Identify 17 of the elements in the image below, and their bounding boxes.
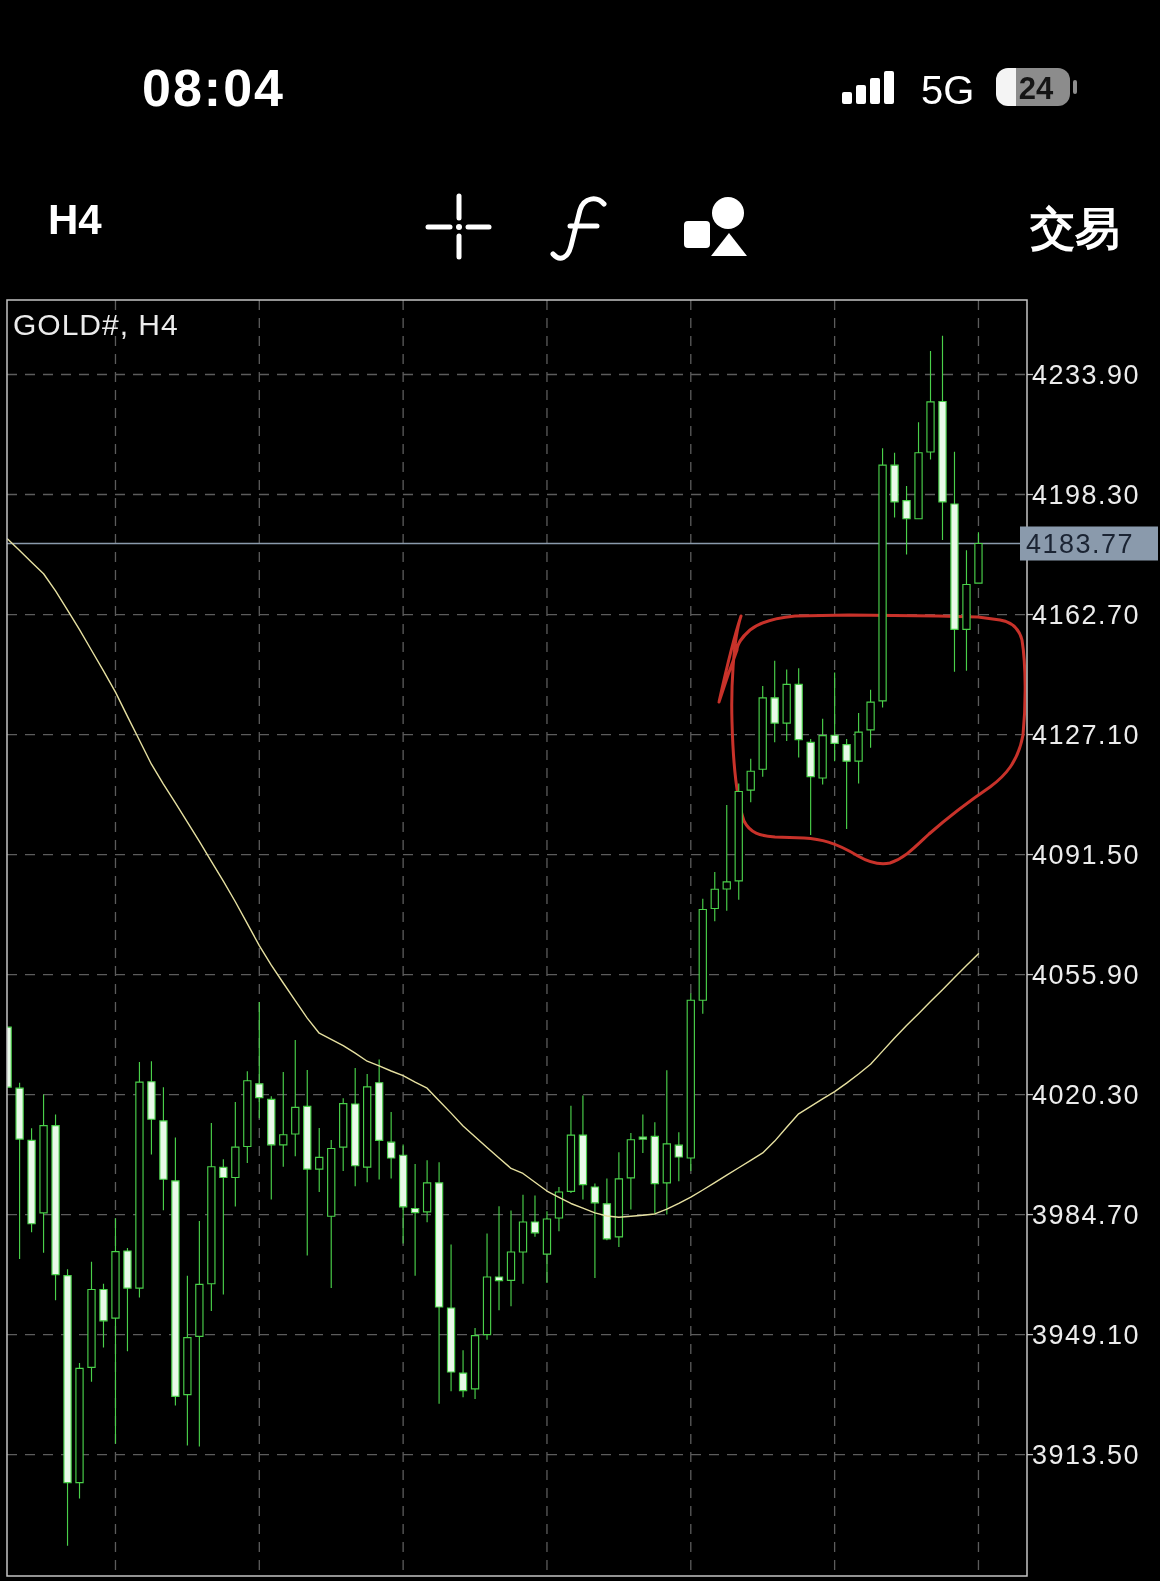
annotation: H4 <box>48 196 102 243</box>
y-tick-label: 4020.30 <box>1032 1079 1141 1110</box>
y-tick-label: 4055.90 <box>1032 959 1141 990</box>
y-tick-label: 3913.50 <box>1032 1439 1141 1470</box>
title: GOLD#, H4 <box>13 308 179 341</box>
annotation: 交易 <box>1030 203 1120 254</box>
y-tick-label: 4127.10 <box>1032 719 1141 750</box>
y-tick-label: 3949.10 <box>1032 1319 1141 1350</box>
annotation: 08:04 <box>142 59 285 117</box>
y-tick-label: 4233.90 <box>1032 359 1141 390</box>
ref-line-label: 4183.77 <box>1026 528 1135 559</box>
y-tick-label: 4162.70 <box>1032 599 1141 630</box>
y-tick-label: 3984.70 <box>1032 1199 1141 1230</box>
y-tick-label: 4198.30 <box>1032 479 1141 510</box>
annotation: 24 <box>1018 71 1054 106</box>
y-tick-label: 4091.50 <box>1032 839 1141 870</box>
annotation: 5G <box>921 68 975 112</box>
